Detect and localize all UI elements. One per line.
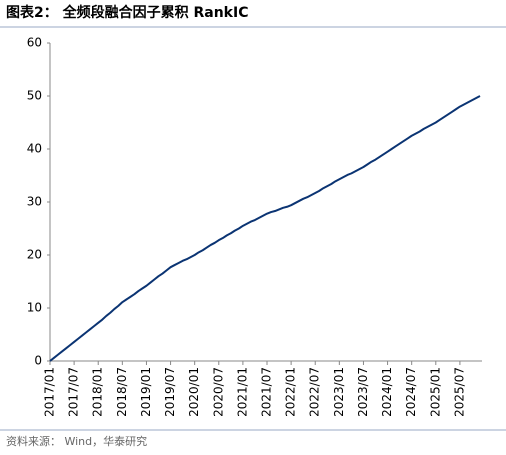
y-tick-label: 60 [27,36,42,50]
x-tick-label: 2019/07 [163,367,177,417]
data-line [49,95,481,362]
x-tick-label: 2018/07 [115,367,129,417]
x-tick-label: 2025/07 [452,367,466,417]
x-tick-label: 2020/07 [211,367,225,417]
source: 资料来源： Wind，华泰研究 [6,434,147,448]
x-tick-label: 2022/07 [308,367,322,417]
x-tick-label: 2024/07 [404,367,418,417]
y-tick-label: 50 [27,89,42,103]
x-tick-label: 2021/01 [235,367,249,417]
x-tick-label: 2022/01 [284,367,298,417]
chart-title: 图表2： 全频段融合因子累积 RankIC [6,4,248,21]
x-tick-label: 2017/07 [67,367,81,417]
y-tick-label: 20 [27,248,42,262]
y-tick-label: 30 [27,195,42,209]
x-tick-label: 2021/07 [260,367,274,417]
x-tick-label: 2020/01 [187,367,201,417]
x-tick-label: 2023/01 [332,367,346,417]
x-tick-label: 2017/01 [43,367,57,417]
y-tick-label: 0 [34,354,42,368]
x-tick-label: 2024/01 [380,367,394,417]
y-tick-label: 10 [27,301,42,315]
x-tick-label: 2019/01 [139,367,153,417]
x-tick-label: 2025/01 [428,367,442,417]
x-tick-label: 2018/01 [91,367,105,417]
x-tick-label: 2023/07 [356,367,370,417]
y-tick-label: 40 [27,142,42,156]
